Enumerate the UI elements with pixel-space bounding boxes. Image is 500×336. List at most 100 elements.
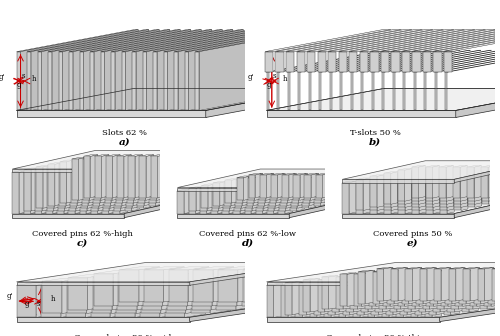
Polygon shape (384, 175, 398, 176)
Polygon shape (315, 178, 322, 200)
Polygon shape (298, 72, 300, 111)
Polygon shape (112, 278, 132, 313)
Polygon shape (437, 277, 444, 309)
Polygon shape (128, 157, 142, 159)
Polygon shape (308, 184, 316, 208)
Polygon shape (468, 167, 474, 198)
Polygon shape (132, 165, 140, 208)
Polygon shape (466, 276, 482, 277)
Polygon shape (161, 278, 182, 313)
Polygon shape (242, 181, 250, 206)
Polygon shape (58, 168, 72, 170)
Polygon shape (142, 52, 146, 111)
Polygon shape (459, 270, 475, 271)
Polygon shape (310, 279, 320, 312)
Polygon shape (260, 175, 266, 198)
Polygon shape (140, 285, 160, 317)
Polygon shape (270, 180, 276, 203)
Polygon shape (136, 30, 254, 111)
Polygon shape (338, 284, 355, 285)
Polygon shape (188, 267, 209, 302)
Polygon shape (433, 52, 442, 72)
Polygon shape (94, 274, 114, 306)
Polygon shape (372, 270, 389, 271)
Polygon shape (437, 276, 454, 277)
Polygon shape (400, 283, 407, 314)
Polygon shape (433, 172, 440, 204)
Polygon shape (320, 181, 328, 206)
Polygon shape (100, 52, 104, 111)
Polygon shape (259, 178, 266, 200)
Polygon shape (82, 162, 89, 203)
Polygon shape (382, 285, 389, 317)
Polygon shape (140, 282, 180, 285)
Polygon shape (349, 173, 364, 175)
Text: g': g' (6, 292, 13, 300)
Polygon shape (376, 279, 392, 280)
Polygon shape (234, 189, 247, 191)
Polygon shape (357, 281, 374, 283)
Polygon shape (262, 267, 283, 302)
Polygon shape (446, 50, 500, 72)
Polygon shape (168, 270, 188, 302)
Polygon shape (496, 166, 500, 167)
Polygon shape (482, 169, 496, 170)
Polygon shape (146, 30, 264, 111)
Polygon shape (452, 276, 468, 277)
Polygon shape (454, 178, 468, 179)
Polygon shape (141, 282, 161, 313)
Polygon shape (403, 72, 406, 111)
Polygon shape (166, 282, 186, 313)
Polygon shape (156, 160, 164, 203)
Polygon shape (84, 156, 90, 198)
Polygon shape (118, 275, 158, 278)
Polygon shape (114, 271, 134, 306)
Polygon shape (303, 179, 318, 180)
Polygon shape (188, 30, 306, 111)
Polygon shape (478, 267, 494, 269)
Polygon shape (297, 186, 304, 211)
Polygon shape (325, 279, 334, 312)
Polygon shape (42, 30, 159, 111)
Polygon shape (116, 285, 135, 317)
Polygon shape (364, 281, 374, 314)
Polygon shape (115, 164, 122, 206)
Polygon shape (496, 169, 500, 170)
Polygon shape (42, 171, 49, 214)
Polygon shape (300, 173, 308, 198)
Polygon shape (172, 157, 186, 159)
Polygon shape (376, 273, 385, 306)
Polygon shape (58, 170, 65, 211)
Polygon shape (201, 184, 216, 185)
Polygon shape (317, 284, 326, 317)
Polygon shape (124, 157, 130, 200)
Polygon shape (192, 278, 212, 310)
Polygon shape (408, 270, 418, 304)
Polygon shape (128, 159, 134, 200)
Polygon shape (382, 284, 398, 285)
Polygon shape (426, 181, 440, 183)
Polygon shape (290, 185, 298, 208)
Polygon shape (191, 155, 198, 198)
Polygon shape (265, 30, 391, 52)
Polygon shape (178, 214, 289, 218)
Polygon shape (398, 176, 405, 207)
Polygon shape (190, 298, 318, 322)
Polygon shape (218, 186, 226, 211)
Polygon shape (422, 281, 431, 314)
Polygon shape (478, 269, 485, 301)
Polygon shape (484, 273, 500, 274)
Polygon shape (42, 168, 50, 211)
Polygon shape (88, 275, 108, 310)
Polygon shape (446, 169, 454, 201)
Polygon shape (115, 30, 233, 111)
Polygon shape (248, 175, 256, 198)
Polygon shape (192, 271, 233, 274)
Polygon shape (266, 263, 500, 282)
Polygon shape (372, 271, 380, 304)
Polygon shape (256, 173, 263, 198)
Polygon shape (372, 50, 492, 72)
Polygon shape (98, 168, 105, 211)
Polygon shape (84, 155, 98, 156)
Polygon shape (201, 185, 208, 208)
